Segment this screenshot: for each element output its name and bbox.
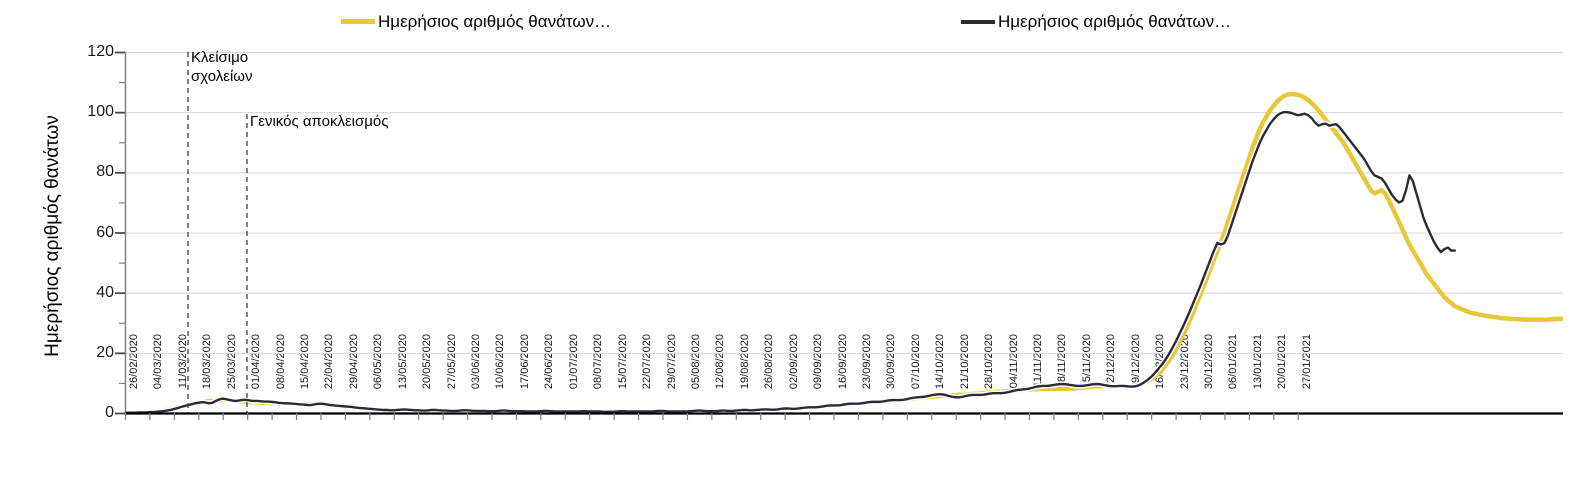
series-lines	[125, 91, 1563, 413]
plot-svg	[125, 52, 1563, 413]
legend-label: Ημερήσιος αριθμός θανάτων…	[998, 12, 1232, 31]
y-axis-tick-label: 20	[96, 343, 114, 361]
legend-swatch-icon	[341, 19, 375, 24]
legend-item-series-dark[interactable]: Ημερήσιος αριθμός θανάτων…	[961, 12, 1231, 31]
plot-area	[125, 52, 1563, 413]
y-axis-tick-label: 60	[96, 223, 114, 241]
gridlines	[125, 52, 1563, 413]
legend-item-series-yellow[interactable]: Ημερήσιος αριθμός θανάτων…	[341, 12, 611, 31]
series-line-yellow	[125, 91, 1563, 413]
y-axis-tick-label: 120	[87, 43, 114, 60]
y-axis-tick-label: 40	[96, 283, 114, 301]
y-axis-tick-label: 0	[105, 404, 114, 421]
annotation-general-lockdown: Γενικός αποκλεισμός	[250, 113, 389, 130]
y-axis-title: Ημερήσιος αριθμός θανάτων	[42, 115, 63, 357]
y-axis-tick-label: 80	[96, 163, 114, 181]
legend-swatch-icon	[961, 19, 995, 24]
legend-label: Ημερήσιος αριθμός θανάτων…	[378, 12, 612, 31]
chart-legend: Ημερήσιος αριθμός θανάτων… Ημερήσιος αρι…	[0, 12, 1588, 40]
series-line-dark	[125, 110, 1456, 413]
event-marker-lines	[187, 52, 248, 413]
y-axis-tick-label: 100	[87, 103, 114, 121]
annotation-school-closure: Κλείσιμο σχολείων	[191, 49, 253, 85]
